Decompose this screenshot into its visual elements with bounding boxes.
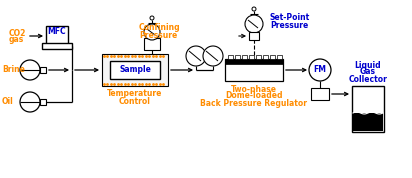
Circle shape (203, 46, 223, 66)
Bar (102, 54, 168, 86)
Text: MFC: MFC (48, 27, 66, 36)
Bar (228, 55, 233, 59)
Bar (144, 38, 160, 50)
Bar (353, 113, 383, 131)
Bar (242, 55, 247, 59)
Text: Oil: Oil (2, 96, 14, 106)
Bar (311, 88, 329, 100)
Circle shape (150, 16, 154, 20)
Text: Gas: Gas (360, 67, 376, 77)
Text: Sample: Sample (119, 66, 151, 75)
Circle shape (186, 46, 206, 66)
Circle shape (245, 15, 263, 33)
Bar (225, 59, 283, 81)
Bar (40, 99, 46, 105)
Circle shape (20, 60, 40, 80)
Bar (46, 26, 68, 44)
Bar (270, 55, 275, 59)
Bar (277, 55, 282, 59)
Bar (40, 67, 46, 73)
Bar (249, 32, 259, 40)
Text: Temperature: Temperature (107, 90, 163, 98)
Text: Dome-loaded: Dome-loaded (225, 91, 283, 101)
Text: FM: FM (314, 66, 326, 75)
Bar (110, 61, 160, 79)
Text: Confining: Confining (139, 23, 180, 33)
Text: Collector: Collector (349, 75, 387, 83)
Circle shape (252, 7, 256, 11)
Text: gas: gas (9, 35, 24, 44)
Bar (352, 86, 384, 132)
Bar (249, 55, 254, 59)
Circle shape (309, 59, 331, 81)
Bar (42, 43, 72, 49)
Text: Two-phase: Two-phase (231, 85, 277, 93)
Bar (263, 55, 268, 59)
Text: CO2: CO2 (9, 28, 26, 38)
Circle shape (144, 24, 160, 40)
Text: Control: Control (119, 96, 151, 106)
Bar (235, 55, 240, 59)
Bar (256, 55, 261, 59)
Text: Pressure: Pressure (270, 22, 308, 30)
Bar (225, 59, 283, 64)
Text: Back Pressure Regulator: Back Pressure Regulator (201, 98, 307, 108)
Text: Liquid: Liquid (355, 61, 382, 69)
Text: Brine: Brine (2, 64, 25, 74)
Text: Pressure: Pressure (139, 30, 177, 40)
Circle shape (20, 92, 40, 112)
Text: Set-Point: Set-Point (270, 14, 310, 22)
